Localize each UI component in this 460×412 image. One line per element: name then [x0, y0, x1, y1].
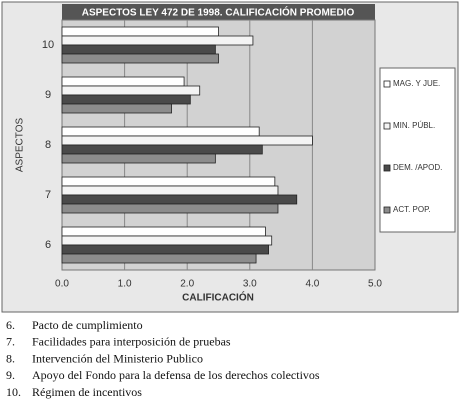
y-tick-label: 10	[42, 39, 54, 51]
bar	[61, 185, 279, 196]
bar	[61, 53, 219, 64]
x-tick-label: 3.0	[243, 279, 257, 290]
note-text: Pacto de cumplimiento	[32, 318, 143, 332]
title-band	[62, 4, 375, 20]
y-axis-label: ASPECTOS	[15, 118, 26, 173]
bar	[61, 26, 219, 37]
note-number: 10.	[6, 385, 21, 399]
bar	[61, 76, 185, 87]
bar	[61, 135, 313, 146]
x-tick-label: 1.0	[118, 279, 132, 290]
bar	[61, 235, 273, 246]
x-tick-label: 4.0	[305, 279, 319, 290]
note-number: 7.	[6, 335, 15, 349]
bar	[61, 226, 266, 237]
x-tick-label: 2.0	[180, 279, 194, 290]
bar	[61, 244, 269, 255]
bar	[61, 153, 216, 164]
note-text: Apoyo del Fondo para la defensa de los d…	[32, 368, 320, 382]
bar	[61, 126, 260, 137]
y-tick-label: 6	[45, 239, 51, 251]
y-tick-label: 9	[45, 89, 51, 101]
chart-title: ASPECTOS LEY 472 DE 1998. CALIFICACIÓN P…	[82, 6, 355, 19]
x-tick-label: 0.0	[55, 279, 69, 290]
bar	[61, 144, 263, 155]
legend-swatch	[383, 122, 391, 130]
legend-label: DEM. /APOD.	[393, 163, 442, 172]
bar	[61, 44, 216, 55]
note-number: 6.	[6, 318, 15, 332]
bar	[61, 253, 257, 264]
note-number: 9.	[6, 368, 15, 382]
bar	[61, 35, 254, 46]
bar	[61, 176, 276, 187]
y-tick-label: 8	[45, 139, 51, 151]
y-tick-label: 7	[45, 189, 51, 201]
legend-swatch	[383, 80, 391, 88]
note-text: Régimen de incentivos	[32, 385, 142, 399]
legend-swatch	[383, 206, 391, 214]
bar	[61, 103, 172, 114]
bar	[61, 94, 191, 105]
note-text: Intervención del Ministerio Publico	[32, 351, 203, 365]
legend-label: MIN. PÚBL.	[393, 121, 435, 130]
legend-box	[379, 67, 456, 233]
legend-label: ACT. POP.	[393, 205, 431, 214]
bar	[61, 203, 279, 214]
legend-swatch	[383, 164, 391, 172]
legend-label: MAG. Y JUE.	[393, 79, 440, 88]
bar	[61, 194, 298, 205]
note-text: Facilidades para interposición de prueba…	[32, 335, 231, 349]
bar	[61, 85, 201, 96]
x-tick-label: 5.0	[368, 279, 382, 290]
x-axis-label: CALIFICACIÓN	[182, 291, 254, 304]
note-number: 8.	[6, 351, 15, 365]
